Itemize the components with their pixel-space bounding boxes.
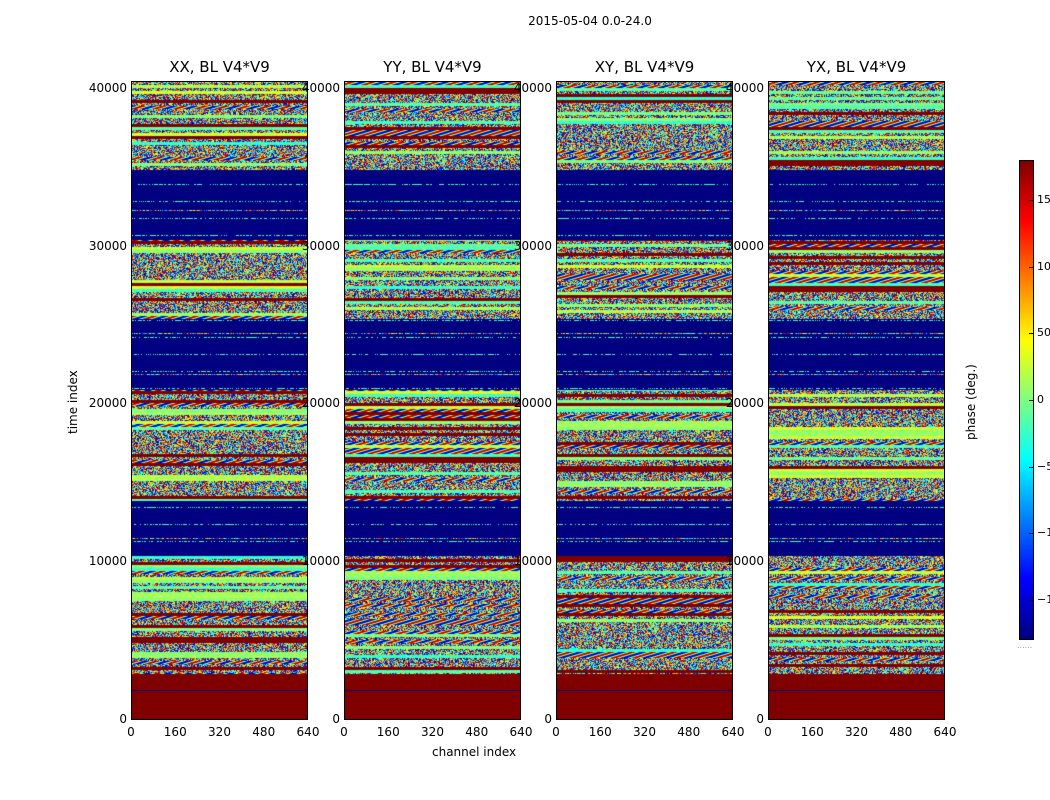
y-tick-label: 40000 (513, 80, 552, 95)
y-tick-label: 10000 (513, 554, 552, 569)
x-tick-label: 0 (552, 725, 560, 739)
colorbar-tick-label: −150 (1037, 593, 1050, 606)
heatmap-canvas-xx (132, 82, 307, 719)
colorbar-label: phase (deg.) (964, 364, 978, 440)
heatmap-canvas-xy (557, 82, 732, 719)
x-tick-label: 480 (677, 725, 701, 739)
y-tick-label: 0 (119, 712, 127, 726)
x-tick-label: 320 (845, 725, 868, 739)
x-tick-label: 320 (633, 725, 656, 739)
colorbar-tick-mark (1029, 333, 1034, 335)
colorbar-tick-label: 100 (1037, 259, 1050, 273)
x-tick-label: 0 (127, 725, 135, 739)
panel-title-xx: XX, BL V4*V9 (169, 58, 270, 76)
y-tick-label: 40000 (301, 80, 340, 95)
y-tick-label: 0 (544, 712, 552, 726)
y-tick-label: 30000 (513, 238, 552, 253)
x-tick-label: 480 (252, 725, 276, 739)
colorbar-tick-mark (1029, 400, 1034, 401)
y-tick-label: 20000 (725, 396, 764, 411)
x-tick-label: 640 (933, 725, 957, 739)
x-tick-label: 160 (163, 725, 187, 739)
y-tick-label: 0 (756, 712, 764, 726)
y-tick-label: 40000 (725, 80, 764, 95)
x-tick-label: 640 (509, 725, 533, 739)
heatmap-canvas-yx (769, 82, 944, 719)
panel-title-yx: YX, BL V4*V9 (806, 58, 907, 76)
heatmap-panel-yy (344, 81, 521, 720)
y-tick-label: 40000 (88, 80, 127, 95)
heatmap-panel-xx (131, 81, 308, 720)
figure-title: 2015-05-04 0.0-24.0 (528, 14, 652, 28)
colorbar-tick-label: −50 (1037, 459, 1050, 473)
y-tick-label: 10000 (88, 554, 127, 569)
colorbar-tick-label: 50 (1037, 326, 1050, 340)
x-tick-label: 0 (340, 725, 348, 739)
colorbar-tick-mark (1029, 266, 1034, 268)
colorbar-tick-label: 0 (1037, 393, 1044, 406)
colorbar-tick-label: 150 (1037, 193, 1050, 206)
y-tick-label: 30000 (88, 238, 127, 253)
y-tick-label: 20000 (513, 396, 552, 411)
x-tick-label: 320 (421, 725, 444, 739)
x-tick-label: 480 (465, 725, 489, 739)
x-tick-label: 160 (800, 725, 824, 739)
x-tick-label: 160 (376, 725, 400, 739)
x-tick-label: 0 (764, 725, 772, 739)
y-tick-label: 20000 (88, 396, 127, 411)
x-axis-label: channel index (432, 745, 517, 759)
y-tick-label: 30000 (725, 238, 764, 253)
colorbar-tick-label: −100 (1037, 526, 1050, 540)
x-tick-label: 640 (721, 725, 745, 739)
y-tick-label: 10000 (301, 554, 340, 569)
x-tick-label: 480 (889, 725, 913, 739)
y-axis-label: time index (66, 370, 80, 434)
panel-title-xy: XY, BL V4*V9 (594, 58, 695, 76)
x-tick-label: 320 (208, 725, 231, 739)
y-tick-label: 10000 (725, 554, 764, 569)
y-tick-label: 0 (332, 712, 340, 726)
colorbar-tick-mark (1029, 600, 1034, 601)
x-tick-label: 160 (588, 725, 612, 739)
panel-title-yy: YY, BL V4*V9 (383, 58, 482, 76)
y-tick-label: 20000 (301, 396, 340, 411)
y-tick-label: 30000 (301, 238, 340, 253)
colorbar-tick-mark (1029, 200, 1034, 201)
heatmap-panel-xy (556, 81, 733, 720)
colorbar-footnote: ...... (1017, 641, 1033, 650)
colorbar-tick-mark (1029, 466, 1034, 468)
colorbar-tick-mark (1029, 533, 1034, 535)
heatmap-panel-yx (768, 81, 945, 720)
heatmap-canvas-yy (345, 82, 520, 719)
x-tick-label: 640 (296, 725, 320, 739)
